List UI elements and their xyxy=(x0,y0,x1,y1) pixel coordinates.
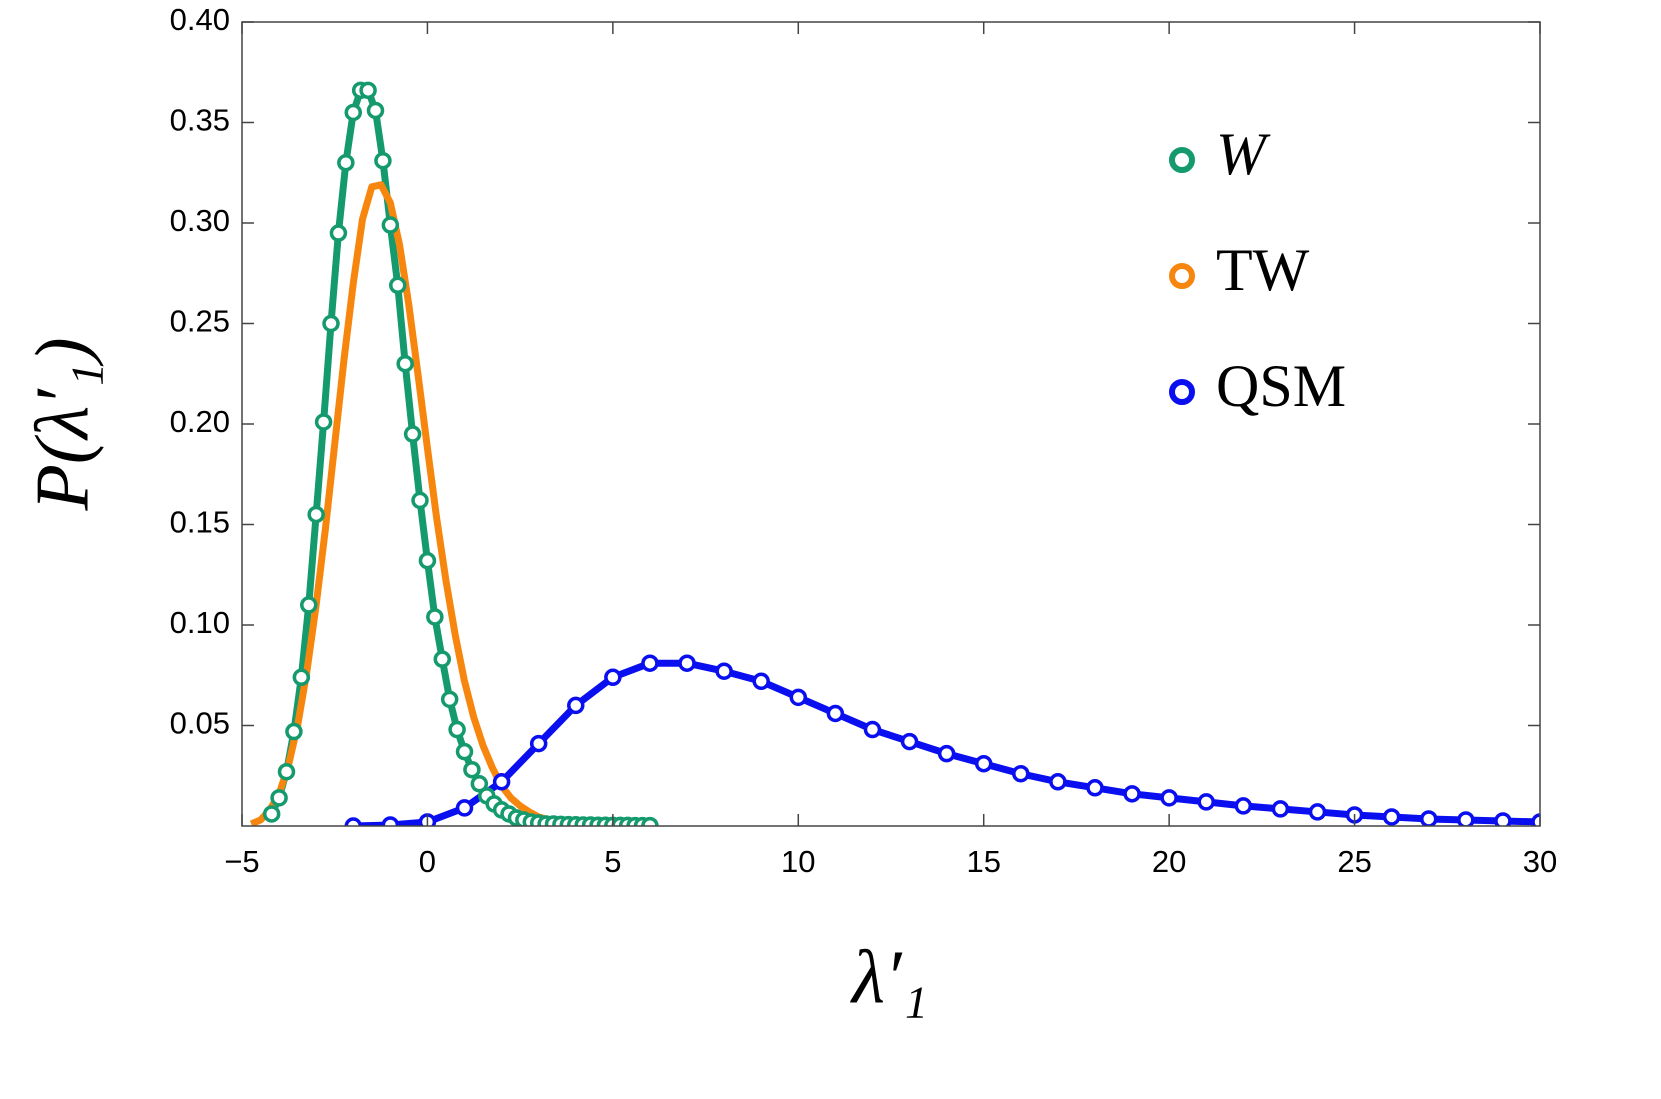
data-point xyxy=(1308,803,1327,821)
data-point xyxy=(403,425,422,443)
data-point xyxy=(1049,773,1067,791)
data-point xyxy=(389,276,407,295)
y-tick-label: 0.10 xyxy=(170,605,230,640)
data-point xyxy=(344,817,363,826)
data-point xyxy=(381,816,400,826)
x-tick-label: 10 xyxy=(781,844,815,879)
data-point xyxy=(426,608,444,626)
data-point xyxy=(1012,764,1030,783)
data-point xyxy=(455,742,474,761)
data-point xyxy=(359,81,377,100)
data-point xyxy=(314,413,333,431)
data-point xyxy=(344,103,363,122)
x-tick-label: 20 xyxy=(1152,844,1186,879)
x-tick-label: 5 xyxy=(604,844,621,879)
x-tick-label: 25 xyxy=(1337,844,1371,879)
data-point xyxy=(1160,789,1178,807)
data-point xyxy=(411,491,429,510)
data-point xyxy=(396,354,414,373)
data-point xyxy=(418,551,437,570)
data-point xyxy=(715,662,733,680)
data-point xyxy=(300,596,318,614)
data-point xyxy=(262,805,281,823)
legend-label: TW xyxy=(1216,237,1310,303)
y-axis-label: P(λ′₁) xyxy=(20,337,104,511)
data-point xyxy=(366,101,385,120)
y-tick-label: 0.30 xyxy=(170,203,230,238)
data-point xyxy=(455,799,474,817)
y-tick-label: 0.15 xyxy=(170,505,230,540)
data-point xyxy=(285,722,303,741)
data-point xyxy=(1382,808,1401,826)
plot-frame xyxy=(241,21,1541,827)
data-point xyxy=(322,314,340,333)
data-point xyxy=(463,760,481,779)
legend-label: W xyxy=(1216,121,1271,187)
data-point xyxy=(448,720,466,739)
y-tick-label: 0.25 xyxy=(170,304,230,339)
y-tick-label: 0.20 xyxy=(170,404,230,439)
data-point xyxy=(440,690,459,709)
data-point xyxy=(270,789,288,807)
legend-label: QSM xyxy=(1216,353,1346,419)
x-tick-label: 30 xyxy=(1523,844,1557,879)
legend-marker xyxy=(1169,379,1195,405)
data-point xyxy=(567,696,585,715)
data-point xyxy=(1271,800,1290,818)
data-point xyxy=(641,654,659,672)
data-point xyxy=(752,672,770,691)
data-point xyxy=(1494,812,1512,826)
y-tick-label: 0.05 xyxy=(170,706,230,741)
y-tick-label: 0.40 xyxy=(170,2,230,37)
data-point xyxy=(1234,797,1253,815)
data-point xyxy=(1419,810,1438,826)
plot-area xyxy=(249,81,1540,826)
data-point xyxy=(433,650,452,668)
data-point xyxy=(470,775,489,793)
data-point xyxy=(789,688,808,707)
data-point xyxy=(307,505,325,524)
data-point xyxy=(492,773,511,791)
x-tick-label: −5 xyxy=(224,844,259,879)
data-point xyxy=(337,153,355,172)
data-point xyxy=(1457,811,1475,826)
x-tick-label: 0 xyxy=(419,844,436,879)
x-axis-label: λ′₁ xyxy=(850,935,928,1019)
data-point xyxy=(292,668,311,687)
data-point xyxy=(1197,793,1215,811)
series-line xyxy=(249,181,613,826)
data-point xyxy=(529,734,548,753)
legend-marker xyxy=(1169,263,1195,289)
data-point xyxy=(1086,779,1104,797)
data-point xyxy=(604,668,622,687)
data-point xyxy=(937,744,956,763)
data-point xyxy=(826,704,845,723)
data-point xyxy=(1531,813,1540,826)
data-point xyxy=(863,720,882,739)
x-tick-label: 15 xyxy=(966,844,1000,879)
data-point xyxy=(1123,785,1141,803)
series-line xyxy=(268,86,650,826)
data-point xyxy=(381,216,400,234)
legend-marker xyxy=(1169,147,1195,173)
data-point xyxy=(277,762,296,781)
data-point xyxy=(974,754,993,773)
data-point xyxy=(900,732,919,751)
data-point xyxy=(678,654,696,672)
y-tick-label: 0.35 xyxy=(170,103,230,138)
data-point xyxy=(374,151,392,170)
data-point xyxy=(329,224,348,242)
